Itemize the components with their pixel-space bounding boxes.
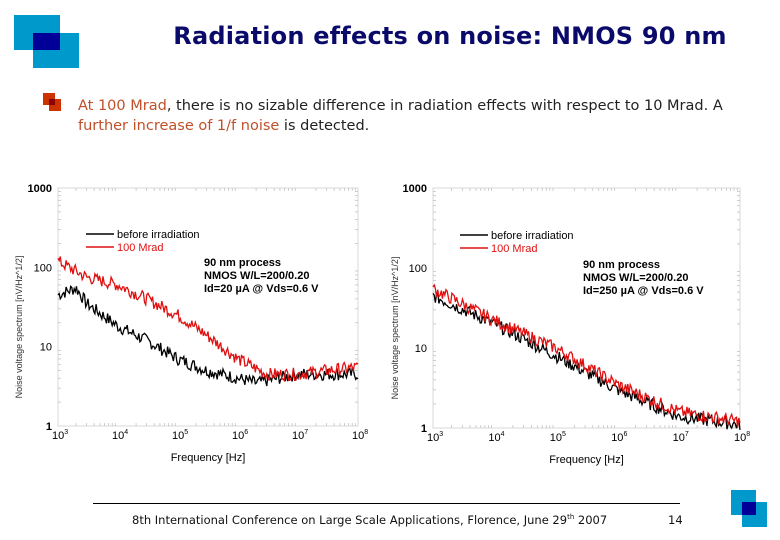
legend-label: 100 Mrad: [117, 242, 163, 254]
chart-annotation: Id=20 µA @ Vds=0.6 V: [204, 283, 319, 295]
logo-square-overlap: [33, 33, 60, 50]
y-tick-label: 100: [409, 263, 427, 275]
x-tick-label: 108: [352, 429, 368, 442]
x-tick-label: 108: [734, 431, 750, 444]
footer-year: 2007: [574, 513, 608, 527]
footer-sup: th: [567, 513, 575, 522]
y-tick-label: 1000: [403, 183, 427, 195]
page-number: 14: [668, 513, 683, 527]
bullet-text-2: is detected.: [279, 118, 370, 134]
x-axis-label: Frequency [Hz]: [171, 452, 246, 464]
slide-title: Radiation effects on noise: NMOS 90 nm: [173, 22, 727, 50]
y-axis-label: Noise voltage spectrum [nV/Hz^1/2]: [390, 257, 400, 400]
x-tick-label: 107: [292, 429, 308, 442]
x-axis-label: Frequency [Hz]: [549, 454, 624, 466]
series-line-100-mrad: [432, 283, 741, 428]
x-tick-label: 103: [52, 429, 68, 442]
y-tick-label: 1: [46, 421, 52, 433]
series-line-before-irradiation: [432, 289, 741, 430]
chart-annotation: Id=250 µA @ Vds=0.6 V: [583, 285, 704, 297]
bullet-text-1: , there is no sizable difference in radi…: [166, 98, 723, 114]
footer-divider: [93, 503, 680, 504]
y-tick-label: 10: [40, 342, 52, 354]
y-tick-label: 1000: [28, 183, 52, 195]
footer-text-main: 8th International Conference on Large Sc…: [132, 513, 568, 527]
y-tick-label: 100: [34, 262, 52, 274]
footer-logo-square-overlap: [742, 502, 756, 515]
chart-annotation: NMOS W/L=200/0.20: [583, 272, 688, 284]
x-tick-label: 106: [611, 431, 627, 444]
y-tick-label: 1: [421, 423, 427, 435]
chart-left: 103 104 105 106 107 108 1 10 100 1000 Frequency [H…: [14, 183, 368, 464]
y-axis-label: Noise voltage spectrum [nV/Hz^1/2]: [14, 256, 24, 399]
bullet-text: At 100 Mrad, there is no sizable differe…: [78, 96, 758, 136]
footer-text: 8th International Conference on Large Sc…: [132, 513, 607, 527]
x-tick-label: 103: [427, 431, 443, 444]
chart-annotation: 90 nm process: [204, 257, 281, 269]
x-tick-label: 104: [112, 429, 128, 442]
series-line-100-mrad: [57, 256, 359, 383]
bullet-highlight-2: further increase of 1/f noise: [78, 118, 280, 134]
chart-annotation: 90 nm process: [583, 259, 660, 271]
bullet-highlight-1: At 100 Mrad: [78, 98, 167, 114]
plot-frame: [57, 187, 359, 427]
plot-frame: [432, 187, 741, 429]
x-tick-label: 105: [172, 429, 188, 442]
x-tick-label: 105: [550, 431, 566, 444]
series-line-before-irradiation: [57, 285, 359, 387]
x-tick-label: 107: [673, 431, 689, 444]
chart-right: 103 104 105 106 107 108 1 10 100 1000 Frequency [H…: [390, 183, 750, 466]
x-tick-label: 106: [232, 429, 248, 442]
x-tick-label: 104: [488, 431, 504, 444]
legend-label: before irradiation: [491, 230, 574, 242]
chart-annotation: NMOS W/L=200/0.20: [204, 270, 309, 282]
legend-label: 100 Mrad: [491, 243, 537, 255]
legend-label: before irradiation: [117, 229, 200, 241]
y-tick-label: 10: [415, 343, 427, 355]
